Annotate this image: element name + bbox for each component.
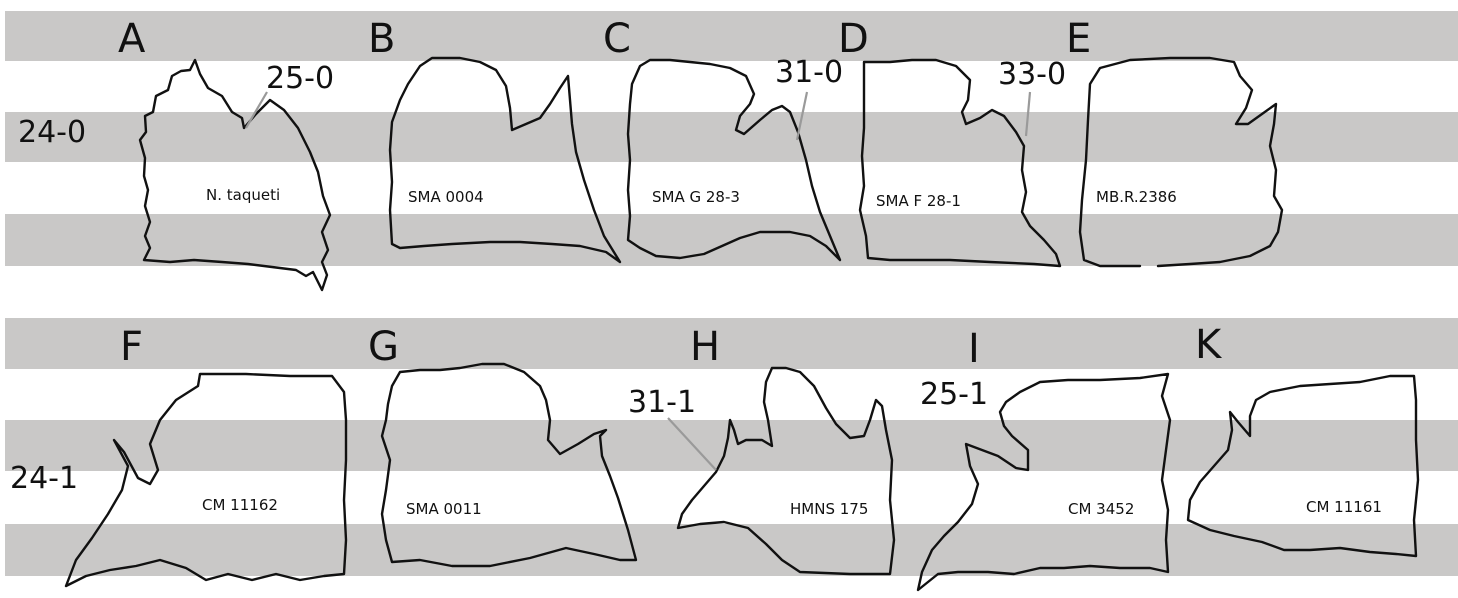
character-label-a: 25-0 bbox=[266, 61, 334, 96]
panel-letter-i: I bbox=[968, 326, 980, 372]
character-label-i: 25-1 bbox=[920, 377, 988, 412]
leader-line-33-0 bbox=[1024, 91, 1032, 137]
bone-outline-f bbox=[64, 372, 348, 588]
panel-letter-e: E bbox=[1066, 16, 1091, 62]
panel-letter-a: A bbox=[118, 16, 146, 62]
specimen-label-g: SMA 0011 bbox=[406, 500, 482, 518]
bone-outline-i bbox=[916, 372, 1172, 592]
panel-letter-c: C bbox=[603, 16, 631, 62]
specimen-label-b: SMA 0004 bbox=[408, 188, 484, 206]
specimen-label-i: CM 3452 bbox=[1068, 500, 1134, 518]
panel-letter-k: K bbox=[1195, 322, 1223, 368]
specimen-label-k: CM 11161 bbox=[1306, 498, 1382, 516]
bone-outline-k bbox=[1186, 374, 1420, 558]
bone-outline-h bbox=[676, 366, 896, 576]
row-label-bottom: 24-1 bbox=[10, 461, 78, 496]
band bbox=[5, 318, 1458, 369]
character-label-d: 33-0 bbox=[998, 57, 1066, 92]
band bbox=[5, 420, 1458, 471]
specimen-label-c: SMA G 28-3 bbox=[652, 188, 740, 206]
bone-outline-d bbox=[858, 58, 1062, 268]
panel-letter-h: H bbox=[690, 324, 720, 370]
specimen-label-f: CM 11162 bbox=[202, 496, 278, 514]
bone-outline-e bbox=[1078, 56, 1284, 268]
band bbox=[5, 11, 1458, 61]
band bbox=[5, 214, 1458, 266]
panel-letter-d: D bbox=[838, 16, 869, 62]
character-label-c: 31-0 bbox=[775, 55, 843, 90]
panel-letter-f: F bbox=[120, 324, 143, 370]
specimen-label-a: N. taqueti bbox=[206, 186, 280, 204]
bone-outline-c bbox=[626, 58, 842, 262]
bone-outline-g bbox=[380, 362, 638, 568]
leader-line-25-0 bbox=[245, 91, 268, 129]
band bbox=[5, 112, 1458, 162]
panel-letter-g: G bbox=[368, 324, 399, 370]
bone-outline-b bbox=[388, 56, 622, 264]
specimen-label-e: MB.R.2386 bbox=[1096, 188, 1177, 206]
panel-letter-b: B bbox=[368, 16, 395, 62]
row-label-top: 24-0 bbox=[18, 115, 86, 150]
leader-line-31-0 bbox=[795, 91, 809, 141]
specimen-label-h: HMNS 175 bbox=[790, 500, 868, 518]
specimen-label-d: SMA F 28-1 bbox=[876, 192, 961, 210]
bone-outline-a bbox=[138, 58, 332, 292]
character-label-h: 31-1 bbox=[628, 385, 696, 420]
leader-line-31-1 bbox=[667, 417, 717, 471]
band bbox=[5, 524, 1458, 576]
background-bands bbox=[5, 11, 1458, 576]
